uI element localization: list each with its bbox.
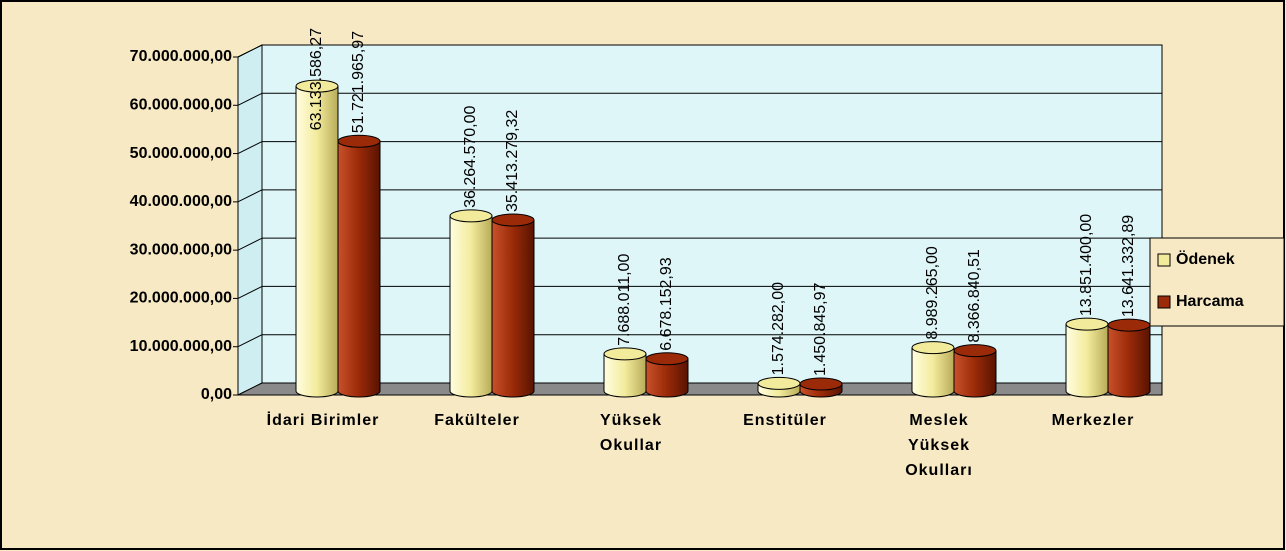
bar-cover [1066, 324, 1108, 391]
value-label: 13.851.400,00 [1078, 214, 1095, 316]
x-tick-label: Yüksek Okullar [599, 412, 663, 454]
value-label: 1.574.282,00 [770, 282, 787, 376]
grid-line [237, 189, 263, 203]
x-tick-label: Enstitüler [743, 412, 827, 429]
y-tick-label: 50.000.000,00 [130, 145, 232, 162]
x-tick-label: Meslek Yüksek Okulları [905, 412, 973, 479]
bar-top [757, 376, 801, 390]
bar-cover [912, 347, 954, 391]
value-label: 8.366.840,51 [966, 249, 983, 343]
bar-cover [450, 215, 492, 391]
bar-top [337, 134, 381, 148]
y-tick-label: 0,00 [201, 386, 232, 403]
value-label: 36.264.570,00 [462, 105, 479, 207]
bar-cover [296, 86, 338, 391]
bar-top [645, 352, 689, 366]
legend-label: Ödenek [1176, 249, 1235, 268]
y-tick-label: 40.000.000,00 [130, 193, 232, 210]
grid-line [237, 285, 263, 299]
bar-top [953, 344, 997, 358]
x-tick-label: Merkezler [1051, 412, 1135, 429]
legend-label: Harcama [1176, 293, 1244, 310]
y-tick-label: 30.000.000,00 [130, 241, 232, 258]
value-label: 35.413.279,32 [504, 110, 521, 212]
grid-line [237, 44, 263, 58]
back-wall [261, 44, 1163, 384]
y-tick-label: 20.000.000,00 [130, 290, 232, 307]
legend-box [1149, 237, 1285, 327]
grid-line [237, 92, 263, 106]
y-tick-label: 70.000.000,00 [130, 48, 232, 65]
value-label: 7.688.011,00 [616, 254, 633, 346]
bar-top [1065, 317, 1109, 331]
left-wall [237, 44, 263, 396]
y-tick-label: 60.000.000,00 [130, 97, 232, 114]
value-label: 63.133.586,27 [308, 28, 325, 130]
value-label: 1.450.845,97 [812, 282, 829, 376]
legend-swatch [1157, 253, 1171, 267]
bar-top [603, 347, 647, 361]
value-label: 6.678.152,93 [658, 257, 675, 351]
bar-top [911, 341, 955, 355]
x-tick-label: Fakülteler [434, 412, 520, 429]
y-tick-label: 10.000.000,00 [130, 338, 232, 355]
bar-top [799, 377, 843, 391]
x-tick-label: İdari Birimler [266, 412, 380, 429]
bar-cover [1108, 325, 1150, 391]
bar-top [491, 213, 535, 227]
bar-cover [492, 220, 534, 391]
bar-top [295, 79, 339, 93]
value-label: 13.641.332,89 [1120, 215, 1137, 317]
grid-line [237, 141, 263, 155]
grid-line [237, 334, 263, 348]
value-label: 8.989.265,00 [924, 246, 941, 340]
legend-swatch [1157, 295, 1171, 309]
bar-top [1107, 318, 1151, 332]
bar-top [449, 209, 493, 223]
value-label: 51.721.965,97 [350, 31, 367, 133]
grid-line [237, 237, 263, 251]
bar-cover [338, 141, 380, 391]
bar-cover [954, 350, 996, 391]
